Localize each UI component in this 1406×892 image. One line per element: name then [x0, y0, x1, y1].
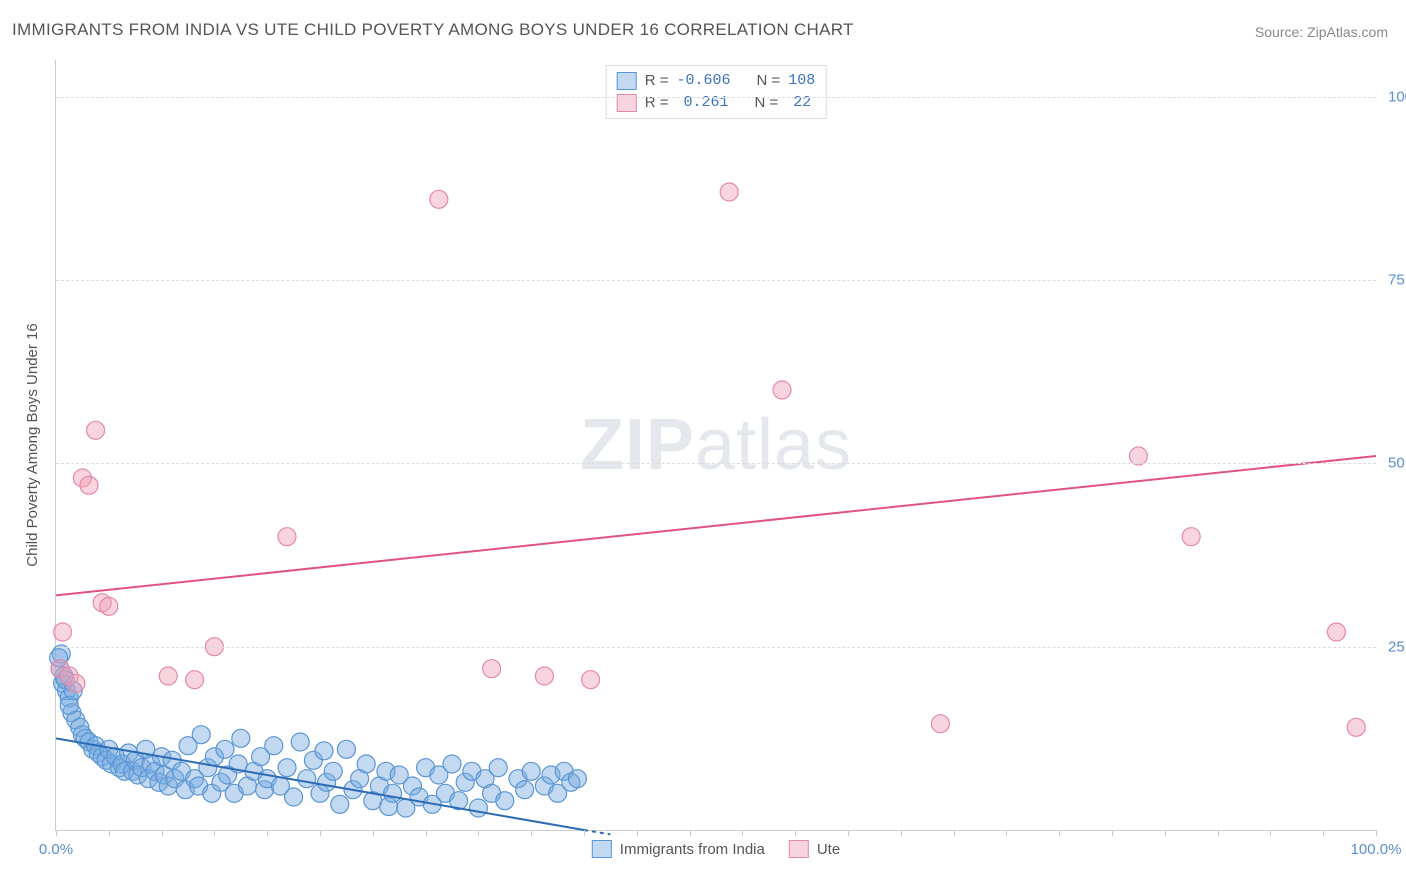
data-point: [1182, 528, 1200, 546]
scatter-plot-svg: [56, 60, 1376, 830]
xtick: [162, 830, 163, 836]
xtick: [56, 830, 57, 836]
xtick: [795, 830, 796, 836]
data-point: [773, 381, 791, 399]
data-point: [278, 528, 296, 546]
xtick: [109, 830, 110, 836]
data-point: [443, 755, 461, 773]
data-point: [278, 759, 296, 777]
swatch-pink: [789, 840, 809, 858]
data-point: [384, 784, 402, 802]
xtick: [1270, 830, 1271, 836]
ytick-label: 25.0%: [1378, 638, 1406, 655]
legend-item-pink: Ute: [789, 840, 840, 858]
xtick: [1006, 830, 1007, 836]
chart-area: ZIPatlas R = -0.606 N = 108 R = 0.261 N …: [55, 60, 1376, 831]
data-point: [291, 733, 309, 751]
gridline: [56, 647, 1376, 648]
ytick-label: 50.0%: [1378, 455, 1406, 472]
ytick-label: 75.0%: [1378, 272, 1406, 289]
xtick: [426, 830, 427, 836]
data-point: [720, 183, 738, 201]
data-point: [315, 742, 333, 760]
swatch-blue: [592, 840, 612, 858]
data-point: [232, 729, 250, 747]
xtick: [1112, 830, 1113, 836]
data-point: [535, 667, 553, 685]
xtick: [478, 830, 479, 836]
xtick: [901, 830, 902, 836]
data-point: [489, 759, 507, 777]
xtick: [320, 830, 321, 836]
legend-label-pink: Ute: [817, 841, 840, 858]
xtick: [1376, 830, 1377, 836]
data-point: [331, 795, 349, 813]
data-point: [469, 799, 487, 817]
xtick: [373, 830, 374, 836]
data-point: [357, 755, 375, 773]
xtick: [531, 830, 532, 836]
xtick: [690, 830, 691, 836]
data-point: [265, 737, 283, 755]
xtick: [742, 830, 743, 836]
data-point: [582, 671, 600, 689]
source-label: Source: ZipAtlas.com: [1255, 24, 1388, 40]
gridline: [56, 463, 1376, 464]
regression-line: [584, 830, 610, 834]
y-axis-label: Child Poverty Among Boys Under 16: [24, 323, 41, 566]
xtick: [848, 830, 849, 836]
gridline: [56, 280, 1376, 281]
data-point: [80, 476, 98, 494]
data-point: [568, 770, 586, 788]
data-point: [159, 667, 177, 685]
xtick: [1165, 830, 1166, 836]
data-point: [324, 762, 342, 780]
data-point: [54, 623, 72, 641]
xtick: [584, 830, 585, 836]
data-point: [1347, 718, 1365, 736]
data-point: [516, 781, 534, 799]
data-point: [337, 740, 355, 758]
data-point: [67, 674, 85, 692]
data-point: [192, 726, 210, 744]
data-point: [216, 740, 234, 758]
data-point: [931, 715, 949, 733]
xtick: [1218, 830, 1219, 836]
data-point: [186, 671, 204, 689]
chart-title: IMMIGRANTS FROM INDIA VS UTE CHILD POVER…: [12, 20, 854, 40]
xtick: [954, 830, 955, 836]
xtick: [267, 830, 268, 836]
xtick: [637, 830, 638, 836]
regression-line: [56, 456, 1376, 595]
data-point: [430, 190, 448, 208]
data-point: [522, 762, 540, 780]
xtick: [214, 830, 215, 836]
data-point: [298, 770, 316, 788]
bottom-legend: Immigrants from India Ute: [592, 840, 840, 858]
xtick: [1059, 830, 1060, 836]
xtick-label: 0.0%: [39, 841, 73, 858]
legend-label-blue: Immigrants from India: [620, 841, 765, 858]
ytick-label: 100.0%: [1378, 88, 1406, 105]
data-point: [1129, 447, 1147, 465]
legend-item-blue: Immigrants from India: [592, 840, 765, 858]
data-point: [496, 792, 514, 810]
data-point: [87, 421, 105, 439]
xtick: [1323, 830, 1324, 836]
data-point: [285, 788, 303, 806]
data-point: [1327, 623, 1345, 641]
xtick-label: 100.0%: [1351, 841, 1402, 858]
data-point: [100, 597, 118, 615]
gridline: [56, 97, 1376, 98]
data-point: [483, 660, 501, 678]
